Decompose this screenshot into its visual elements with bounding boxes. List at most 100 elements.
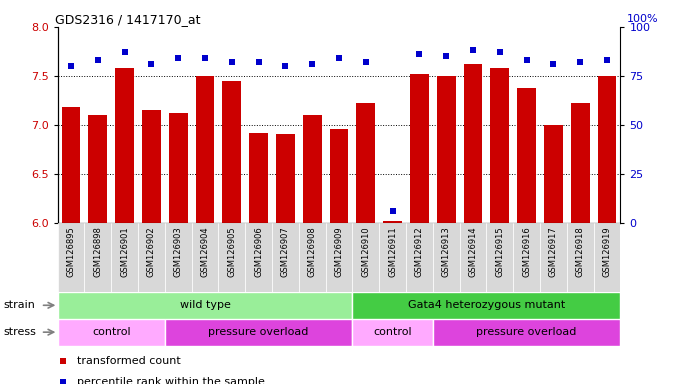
Text: GSM126913: GSM126913: [441, 226, 451, 277]
Bar: [165, 223, 192, 292]
Bar: [513, 223, 540, 292]
Bar: [299, 223, 325, 292]
Bar: [410, 74, 428, 223]
Bar: [88, 115, 107, 223]
Bar: [330, 129, 348, 223]
Bar: [169, 113, 188, 223]
Bar: [115, 68, 134, 223]
Point: [119, 49, 130, 55]
Text: GSM126901: GSM126901: [120, 226, 129, 277]
Point: [306, 61, 317, 67]
Bar: [62, 107, 81, 223]
Text: percentile rank within the sample: percentile rank within the sample: [77, 377, 265, 384]
Text: GSM126911: GSM126911: [388, 226, 397, 277]
Bar: [218, 223, 245, 292]
Bar: [593, 223, 620, 292]
Point: [334, 55, 344, 61]
Bar: [353, 319, 433, 346]
Text: GSM126915: GSM126915: [496, 226, 504, 277]
Text: GSM126916: GSM126916: [522, 226, 531, 277]
Point: [199, 55, 210, 61]
Point: [387, 208, 398, 214]
Bar: [58, 292, 353, 319]
Bar: [245, 223, 272, 292]
Text: GSM126895: GSM126895: [66, 226, 75, 277]
Text: pressure overload: pressure overload: [208, 327, 308, 337]
Bar: [250, 132, 268, 223]
Bar: [486, 223, 513, 292]
Bar: [464, 64, 482, 223]
Point: [548, 61, 559, 67]
Text: pressure overload: pressure overload: [477, 327, 577, 337]
Bar: [276, 134, 295, 223]
Point: [58, 358, 68, 364]
Bar: [433, 319, 620, 346]
Point: [494, 49, 505, 55]
Point: [521, 57, 532, 63]
Point: [253, 59, 264, 65]
Bar: [111, 223, 138, 292]
Text: GDS2316 / 1417170_at: GDS2316 / 1417170_at: [55, 13, 200, 26]
Point: [601, 57, 612, 63]
Bar: [544, 125, 563, 223]
Point: [280, 63, 291, 69]
Point: [173, 55, 184, 61]
Text: GSM126898: GSM126898: [94, 226, 102, 277]
Bar: [437, 76, 456, 223]
Bar: [490, 68, 509, 223]
Text: GSM126904: GSM126904: [201, 226, 210, 277]
Bar: [272, 223, 299, 292]
Text: GSM126914: GSM126914: [468, 226, 477, 277]
Point: [361, 59, 372, 65]
Text: Gata4 heterozygous mutant: Gata4 heterozygous mutant: [407, 300, 565, 310]
Text: GSM126905: GSM126905: [227, 226, 237, 277]
Bar: [142, 110, 161, 223]
Point: [468, 47, 479, 53]
Bar: [138, 223, 165, 292]
Text: GSM126903: GSM126903: [174, 226, 182, 277]
Point: [92, 57, 103, 63]
Bar: [222, 81, 241, 223]
Bar: [460, 223, 486, 292]
Bar: [517, 88, 536, 223]
Bar: [357, 103, 375, 223]
Point: [414, 51, 425, 57]
Text: GSM126909: GSM126909: [334, 226, 344, 277]
Bar: [571, 103, 590, 223]
Text: GSM126917: GSM126917: [549, 226, 558, 277]
Text: GSM126902: GSM126902: [147, 226, 156, 277]
Bar: [353, 292, 620, 319]
Point: [58, 379, 68, 384]
Bar: [58, 223, 85, 292]
Bar: [406, 223, 433, 292]
Bar: [353, 223, 379, 292]
Bar: [433, 223, 460, 292]
Text: GSM126906: GSM126906: [254, 226, 263, 277]
Text: transformed count: transformed count: [77, 356, 181, 366]
Bar: [58, 319, 165, 346]
Text: wild type: wild type: [180, 300, 231, 310]
Text: GSM126907: GSM126907: [281, 226, 290, 277]
Bar: [383, 221, 402, 223]
Point: [575, 59, 586, 65]
Text: GSM126919: GSM126919: [603, 226, 612, 277]
Point: [441, 53, 452, 59]
Bar: [196, 76, 214, 223]
Text: GSM126910: GSM126910: [361, 226, 370, 277]
Text: stress: stress: [3, 327, 36, 337]
Text: control: control: [92, 327, 131, 337]
Point: [226, 59, 237, 65]
Text: control: control: [374, 327, 412, 337]
Text: GSM126908: GSM126908: [308, 226, 317, 277]
Bar: [165, 319, 353, 346]
Point: [146, 61, 157, 67]
Bar: [325, 223, 353, 292]
Point: [66, 63, 77, 69]
Bar: [85, 223, 111, 292]
Text: strain: strain: [3, 300, 35, 310]
Bar: [379, 223, 406, 292]
Text: GSM126912: GSM126912: [415, 226, 424, 277]
Bar: [567, 223, 593, 292]
Bar: [597, 76, 616, 223]
Text: 100%: 100%: [627, 14, 659, 24]
